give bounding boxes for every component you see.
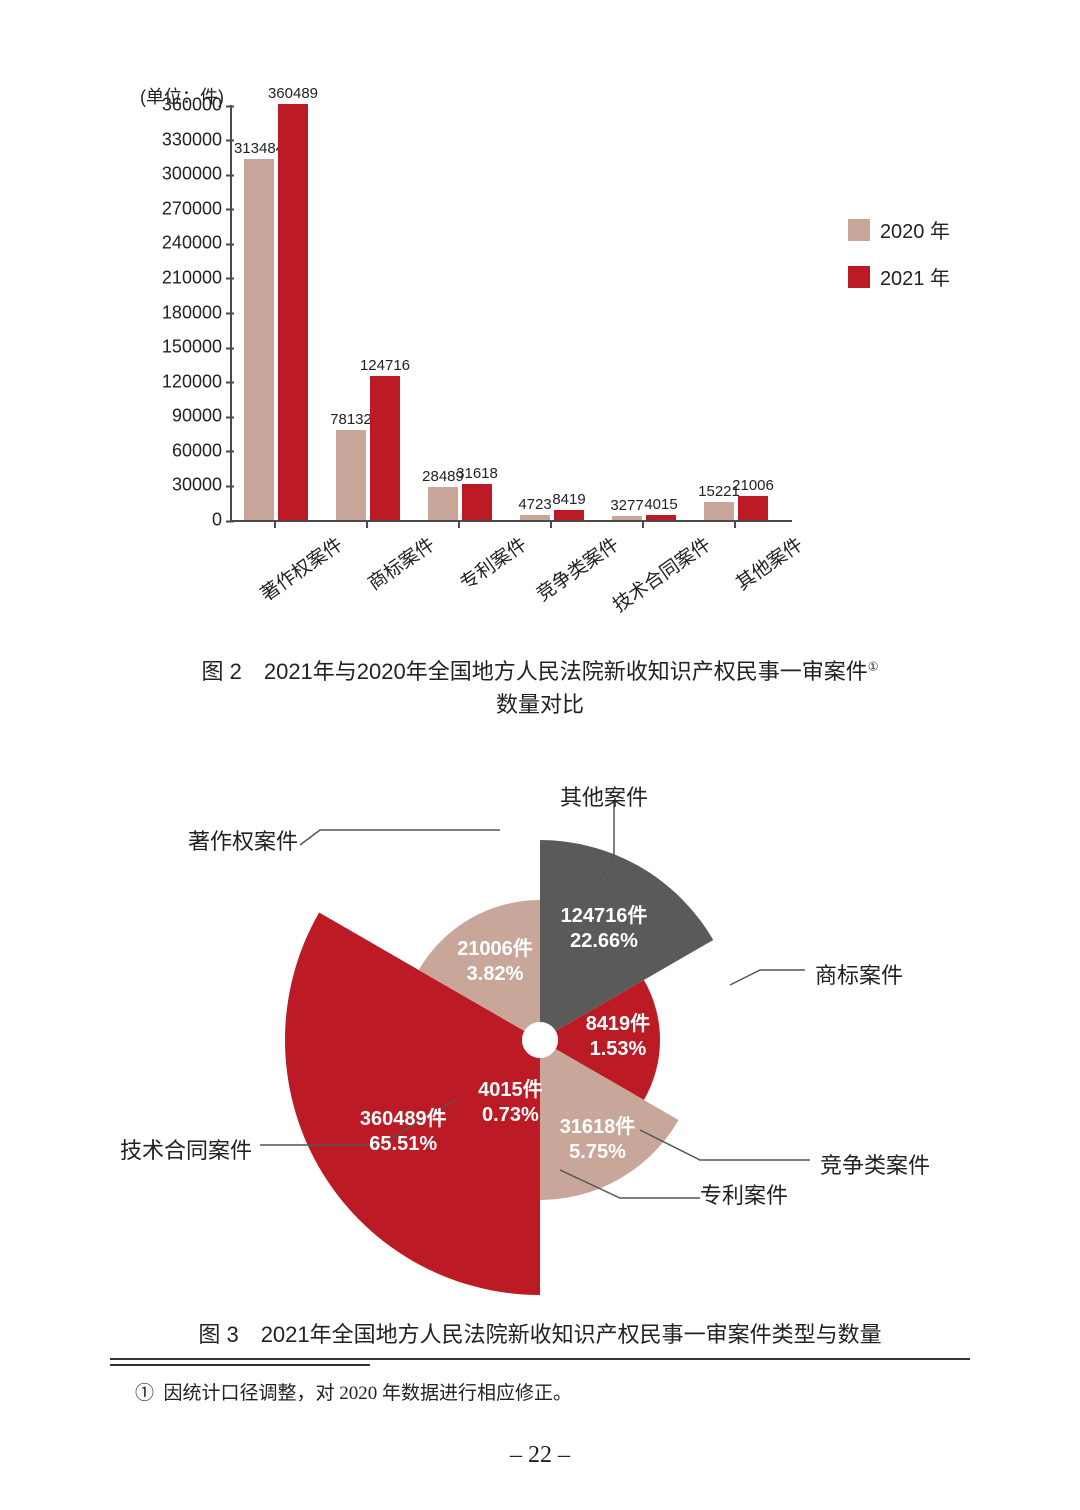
x-category-label: 技术合同案件: [602, 530, 716, 621]
bar: [646, 515, 676, 520]
x-category-label: 竞争类案件: [510, 530, 624, 621]
footnote: ① 因统计口径调整，对 2020 年数据进行相应修正。: [135, 1378, 572, 1405]
page-number: – 22 –: [0, 1442, 1080, 1469]
rose-leader-line: [730, 970, 805, 985]
bar: [738, 496, 768, 520]
rose-value-label: 21006件3.82%: [457, 937, 533, 987]
bar-chart: (单位：件) 030000600009000012000015000018000…: [120, 85, 880, 615]
y-tick-label: 150000: [152, 337, 222, 358]
figure2-caption-sup: ①: [868, 660, 879, 674]
rose-center-hole: [522, 1022, 558, 1058]
x-category-label: 其他案件: [694, 530, 808, 621]
y-tick-label: 180000: [152, 302, 222, 323]
bar: [612, 516, 642, 520]
rose-value-label: 8419件1.53%: [586, 1012, 651, 1062]
bar-plot-area: 0300006000090000120000150000180000210000…: [230, 105, 792, 522]
bar-value-label: 78132: [330, 411, 372, 428]
bar: [554, 510, 584, 520]
footnote-text: 因统计口径调整，对 2020 年数据进行相应修正。: [164, 1383, 573, 1404]
y-tick-label: 120000: [152, 371, 222, 392]
figure3-caption: 图 3 2021年全国地方人民法院新收知识产权民事一审案件类型与数量: [0, 1318, 1080, 1351]
rose-value-label: 360489件65.51%: [360, 1107, 447, 1157]
bar: [462, 484, 492, 520]
x-category-label: 商标案件: [326, 530, 440, 621]
bar: [278, 104, 308, 520]
footnote-mark: ①: [135, 1383, 154, 1404]
legend-swatch: [848, 266, 870, 288]
rose-category-label: 专利案件: [700, 1178, 788, 1210]
rose-category-label: 其他案件: [560, 780, 648, 812]
bar-value-label: 21006: [732, 477, 774, 494]
y-tick-label: 30000: [152, 475, 222, 496]
rose-category-label: 技术合同案件: [120, 1133, 252, 1165]
bar-value-label: 313484: [234, 140, 284, 157]
figure2-caption-text-b: 数量对比: [496, 692, 584, 717]
page: (单位：件) 030000600009000012000015000018000…: [0, 0, 1080, 1510]
footnote-rule: [110, 1364, 370, 1366]
legend-item: 2021 年: [848, 262, 950, 291]
legend-label: 2021 年: [880, 262, 950, 291]
bar: [704, 502, 734, 520]
bar-legend: 2020 年 2021 年: [848, 215, 950, 309]
bar: [336, 430, 366, 520]
y-tick-label: 360000: [152, 95, 222, 116]
rose-leader-line: [300, 830, 500, 845]
bar-value-label: 4723: [518, 496, 551, 513]
bar-value-label: 360489: [268, 85, 318, 102]
rose-category-label: 著作权案件: [188, 824, 298, 856]
rose-value-label: 124716件22.66%: [561, 904, 648, 954]
figure2-caption-text-a: 图 2 2021年与2020年全国地方人民法院新收知识产权民事一审案件: [202, 659, 868, 684]
bar: [370, 376, 400, 520]
rose-svg: [0, 770, 1080, 1310]
rose-chart: 360489件65.51% 21006件3.82% 124716件22.66% 841…: [0, 770, 1080, 1310]
y-tick-label: 240000: [152, 233, 222, 254]
bar: [244, 159, 274, 520]
y-tick-label: 90000: [152, 406, 222, 427]
figure2-caption: 图 2 2021年与2020年全国地方人民法院新收知识产权民事一审案件① 数量对…: [0, 655, 1080, 721]
y-tick-label: 60000: [152, 440, 222, 461]
y-tick-label: 300000: [152, 164, 222, 185]
bar-value-label: 31618: [456, 465, 498, 482]
figure-underline: [110, 1358, 970, 1360]
y-tick-label: 330000: [152, 129, 222, 150]
bar-value-label: 3277: [610, 497, 643, 514]
y-tick-label: 0: [152, 510, 222, 531]
y-tick-label: 270000: [152, 198, 222, 219]
bar-value-label: 8419: [552, 491, 585, 508]
bar: [520, 515, 550, 520]
rose-category-label: 商标案件: [815, 958, 903, 990]
rose-value-label: 4015件0.73%: [478, 1078, 543, 1128]
rose-category-label: 竞争类案件: [820, 1148, 930, 1180]
y-tick-label: 210000: [152, 267, 222, 288]
rose-value-label: 31618件5.75%: [560, 1115, 636, 1165]
bar-value-label: 4015: [644, 496, 677, 513]
bar: [428, 487, 458, 520]
bar-value-label: 124716: [360, 357, 410, 374]
legend-item: 2020 年: [848, 215, 950, 244]
legend-label: 2020 年: [880, 215, 950, 244]
figure3-caption-text: 图 3 2021年全国地方人民法院新收知识产权民事一审案件类型与数量: [198, 1322, 881, 1347]
x-category-label: 著作权案件: [234, 530, 348, 621]
legend-swatch: [848, 219, 870, 241]
x-category-label: 专利案件: [418, 530, 532, 621]
